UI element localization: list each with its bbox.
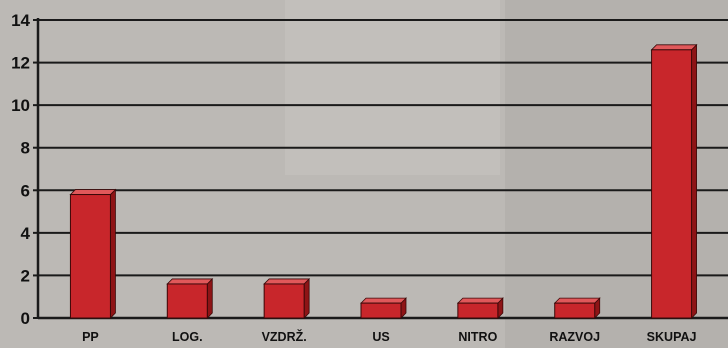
bar-top bbox=[553, 297, 601, 304]
bar-top bbox=[166, 278, 214, 285]
x-tick-label: VZDRŽ. bbox=[262, 329, 307, 344]
y-tick-label: 2 bbox=[21, 266, 30, 285]
background-text-block bbox=[285, 0, 500, 175]
bar-nitro bbox=[456, 297, 504, 319]
bar bbox=[651, 49, 693, 319]
bar bbox=[360, 302, 402, 319]
x-tick-label: US bbox=[372, 330, 389, 344]
bar-vzdr bbox=[263, 277, 311, 319]
bar-side bbox=[691, 43, 697, 319]
bar-side bbox=[206, 277, 213, 319]
y-tick-label: 6 bbox=[21, 181, 30, 200]
bar-top bbox=[69, 189, 117, 195]
y-tick-label: 12 bbox=[11, 54, 30, 73]
x-tick-labels: PP LOG. VZDRŽ. US NITRO RAZVOJ SKUPAJ bbox=[82, 329, 696, 344]
bar-skupaj bbox=[650, 43, 698, 319]
bar-top bbox=[263, 278, 311, 285]
y-tick-labels: 0 2 4 6 8 10 12 14 bbox=[11, 11, 30, 328]
bar-side bbox=[110, 188, 116, 319]
bar bbox=[554, 302, 596, 319]
bar bbox=[263, 283, 305, 319]
x-tick-label: RAZVOJ bbox=[549, 330, 600, 344]
x-tick-label: LOG. bbox=[172, 330, 203, 344]
y-tick-label: 4 bbox=[21, 224, 31, 243]
y-tick-label: 14 bbox=[11, 11, 30, 30]
bar-top bbox=[456, 297, 504, 304]
bar-top bbox=[650, 44, 698, 51]
y-tick-label: 0 bbox=[21, 309, 30, 328]
bar bbox=[457, 302, 499, 319]
bar bbox=[69, 194, 111, 319]
bar-log bbox=[166, 277, 214, 319]
x-tick-label: NITRO bbox=[458, 330, 497, 344]
bar-razvoj bbox=[553, 297, 601, 319]
bars bbox=[69, 43, 698, 319]
grid-lines bbox=[38, 19, 728, 277]
y-tick-label: 8 bbox=[21, 139, 30, 158]
bar-side bbox=[303, 277, 310, 319]
x-tick-label: SKUPAJ bbox=[647, 330, 697, 344]
y-tick-label: 10 bbox=[11, 96, 30, 115]
x-tick-label: PP bbox=[82, 330, 99, 344]
bar-top bbox=[360, 297, 407, 304]
bar-us bbox=[360, 297, 407, 319]
bar bbox=[166, 283, 208, 319]
bar-pp bbox=[69, 188, 117, 319]
